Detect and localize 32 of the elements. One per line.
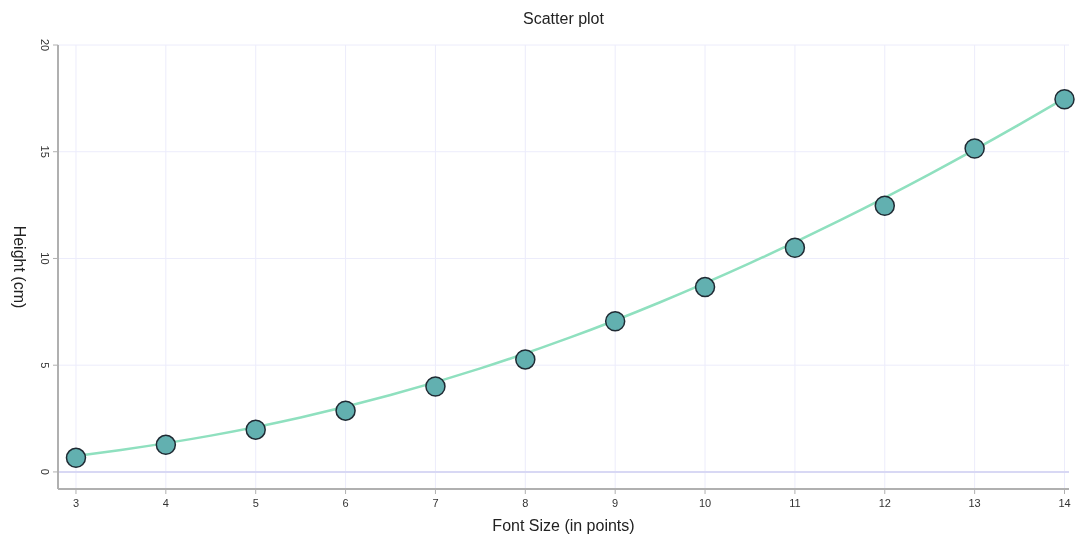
point <box>694 276 716 298</box>
y-axis-title: Height (cm) <box>11 225 28 309</box>
y-tick-label: 20 <box>39 38 52 52</box>
y-tick-label: 5 <box>39 362 52 369</box>
x-tick-label: 9 <box>612 497 619 509</box>
point <box>335 400 356 421</box>
point <box>874 195 896 216</box>
point <box>1054 88 1075 110</box>
point <box>245 419 266 440</box>
x-tick-label: 6 <box>342 497 349 509</box>
x-tick-label: 10 <box>698 497 712 509</box>
point <box>604 310 626 332</box>
x-axis-title: Font Size (in points) <box>492 517 635 534</box>
y-tick-label: 15 <box>39 145 52 158</box>
x-tick-label: 8 <box>522 497 529 509</box>
x-tick-label: 11 <box>789 497 801 509</box>
x-tick-label: 12 <box>878 497 891 509</box>
point <box>784 237 806 259</box>
x-tick-label: 4 <box>162 497 169 509</box>
x-tick-label: 13 <box>968 497 981 509</box>
point <box>515 349 536 370</box>
x-tick-label: 7 <box>432 497 439 509</box>
point <box>65 447 87 469</box>
point <box>425 376 446 397</box>
y-tick-label: 10 <box>39 252 52 265</box>
point <box>964 138 985 159</box>
x-tick-label: 14 <box>1058 497 1071 509</box>
y-tick-label: 0 <box>39 468 52 475</box>
point <box>155 434 177 456</box>
x-tick-label: 3 <box>72 497 80 509</box>
chart-title: Scatter plot <box>523 10 605 27</box>
x-tick-label: 5 <box>252 497 259 509</box>
